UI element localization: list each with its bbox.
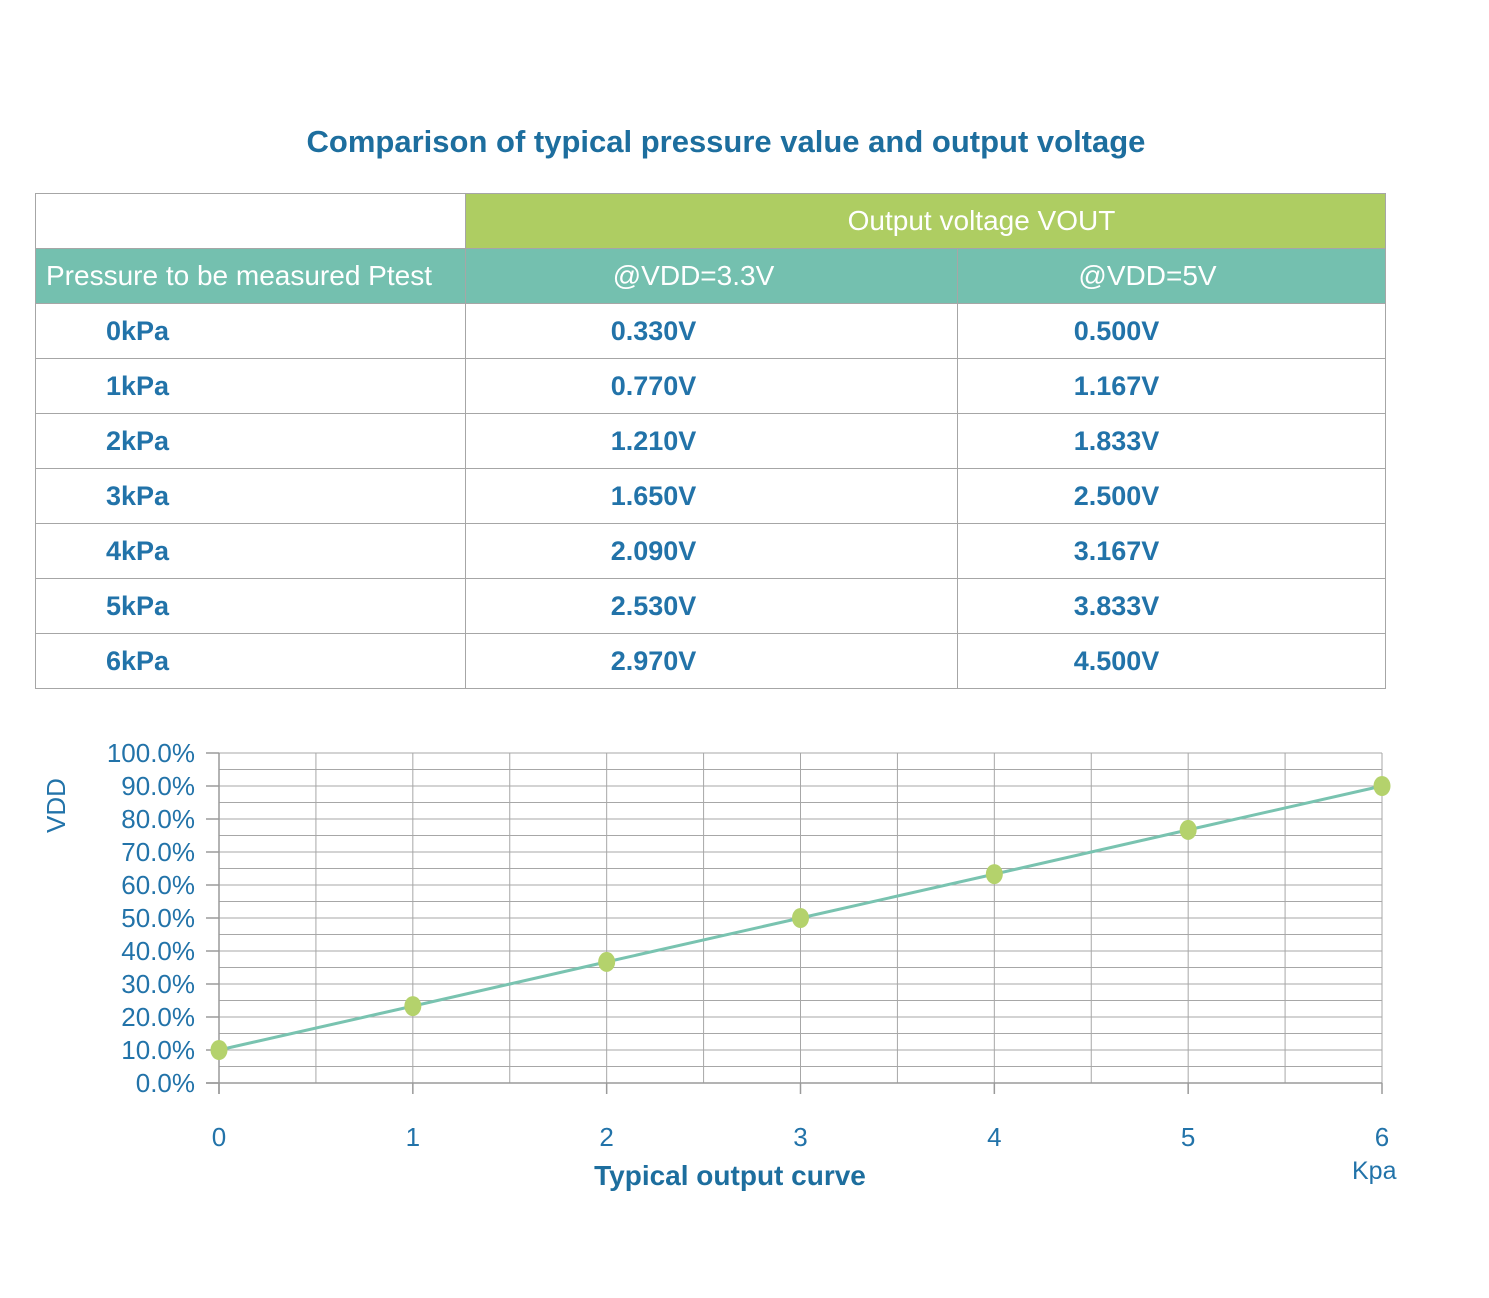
output-voltage-header: Output voltage VOUT xyxy=(466,194,1386,249)
data-point-marker xyxy=(1179,819,1197,840)
table-row-pressure: 5kPa xyxy=(36,579,466,634)
table-row-v33: 2.970V xyxy=(466,634,958,689)
y-tick-label: 40.0% xyxy=(121,936,195,966)
y-tick-label: 50.0% xyxy=(121,903,195,933)
pressure-column-header: Pressure to be measured Ptest xyxy=(36,249,466,304)
y-tick-label: 30.0% xyxy=(121,969,195,999)
x-tick-label: 5 xyxy=(1181,1122,1195,1152)
x-tick-label: 3 xyxy=(793,1122,807,1152)
y-axis-title: VDD xyxy=(41,778,71,833)
table-row-pressure: 2kPa xyxy=(36,414,466,469)
y-tick-label: 60.0% xyxy=(121,870,195,900)
y-tick-label: 100.0% xyxy=(107,738,195,768)
table-row-v5: 0.500V xyxy=(958,304,1386,359)
vdd5-column-header: @VDD=5V xyxy=(958,249,1386,304)
table-row-v33: 1.210V xyxy=(466,414,958,469)
vdd33-column-header: @VDD=3.3V xyxy=(466,249,958,304)
table-row-pressure: 4kPa xyxy=(36,524,466,579)
table-row-pressure: 1kPa xyxy=(36,359,466,414)
table-row-v5: 2.500V xyxy=(958,469,1386,524)
data-point-marker xyxy=(985,864,1003,885)
x-axis-title: Kpa xyxy=(1352,1157,1397,1185)
data-point-marker xyxy=(792,908,809,928)
y-tick-label: 10.0% xyxy=(121,1035,195,1065)
table-row-v33: 2.090V xyxy=(466,524,958,579)
table-row-pressure: 6kPa xyxy=(36,634,466,689)
x-tick-label: 4 xyxy=(987,1122,1001,1152)
table-row-v5: 3.833V xyxy=(958,579,1386,634)
table-row-v5: 4.500V xyxy=(958,634,1386,689)
chart-title: Typical output curve xyxy=(594,1160,866,1191)
table-row-v5: 1.833V xyxy=(958,414,1386,469)
x-tick-label: 0 xyxy=(212,1122,226,1152)
table-corner-cell xyxy=(36,194,466,249)
data-point-marker xyxy=(598,951,616,972)
data-point-marker xyxy=(1373,776,1391,796)
y-tick-label: 70.0% xyxy=(121,837,195,867)
table-row-v33: 1.650V xyxy=(466,469,958,524)
data-point-marker xyxy=(404,996,422,1017)
table-row-v5: 3.167V xyxy=(958,524,1386,579)
y-tick-label: 0.0% xyxy=(136,1068,195,1098)
x-tick-label: 1 xyxy=(406,1122,420,1152)
y-tick-label: 90.0% xyxy=(121,771,195,801)
x-tick-label: 2 xyxy=(599,1122,613,1152)
x-tick-label: 6 xyxy=(1375,1122,1389,1152)
table-row-v33: 2.530V xyxy=(466,579,958,634)
data-point-marker xyxy=(210,1040,228,1060)
table-row-v33: 0.330V xyxy=(466,304,958,359)
y-tick-label: 20.0% xyxy=(121,1002,195,1032)
table-row-pressure: 3kPa xyxy=(36,469,466,524)
pressure-voltage-table: Output voltage VOUT Pressure to be measu… xyxy=(35,193,1386,689)
table-row-v5: 1.167V xyxy=(958,359,1386,414)
page-title: Comparison of typical pressure value and… xyxy=(306,124,1146,159)
table-row-v33: 0.770V xyxy=(466,359,958,414)
table-row-pressure: 0kPa xyxy=(36,304,466,359)
y-tick-label: 80.0% xyxy=(121,804,195,834)
